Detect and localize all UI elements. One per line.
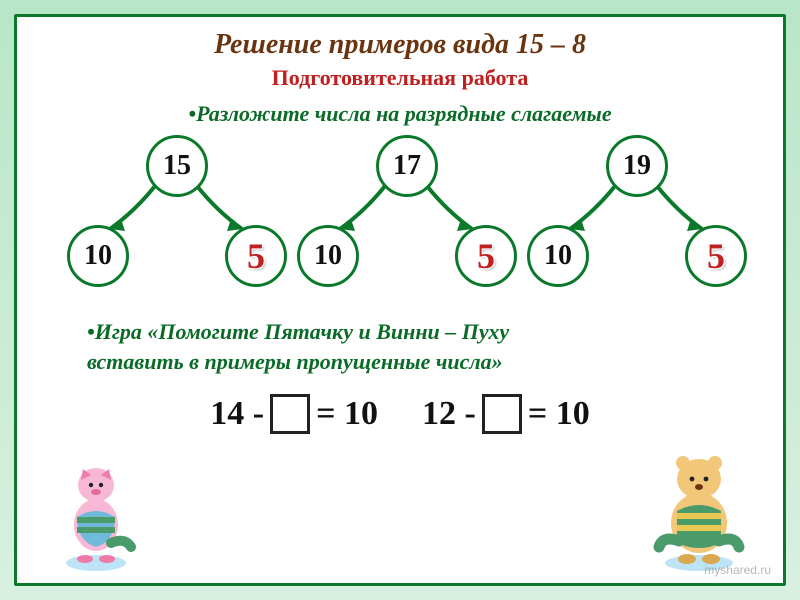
- equation-2: 12 - = 10: [422, 394, 590, 434]
- decomposition-trees: 15 10 5 17: [17, 135, 783, 295]
- eq2-rhs: = 10: [528, 395, 590, 433]
- eq2-lhs: 12 -: [422, 395, 476, 433]
- page-subtitle: Подготовительная работа: [17, 65, 783, 91]
- tree-1-top: 15: [146, 135, 208, 197]
- instruction-2: •Игра «Помогите Пятачку и Винни – Пуху в…: [87, 317, 783, 376]
- tree-1-right: 5: [225, 225, 287, 287]
- blank-box: [482, 394, 522, 434]
- tree-3-right: 5: [685, 225, 747, 287]
- tree-3: 19 10 5: [527, 135, 747, 295]
- eq1-rhs: = 10: [316, 395, 378, 433]
- tree-1: 15 10 5: [67, 135, 287, 295]
- tree-2-left: 10: [297, 225, 359, 287]
- pooh-icon: [639, 445, 759, 575]
- tree-2-top: 17: [376, 135, 438, 197]
- eq1-lhs: 14 -: [210, 395, 264, 433]
- slide-panel: Решение примеров вида 15 – 8 Подготовите…: [14, 14, 786, 586]
- equations-row: 14 - = 10 12 - = 10: [17, 394, 783, 434]
- slide-content: Решение примеров вида 15 – 8 Подготовите…: [17, 17, 783, 583]
- instruction-2-line2: вставить в примеры пропущенные числа»: [87, 347, 783, 377]
- page-title: Решение примеров вида 15 – 8: [17, 29, 783, 61]
- tree-3-top: 19: [606, 135, 668, 197]
- blank-box: [270, 394, 310, 434]
- piglet-icon: [41, 455, 151, 575]
- tree-1-left: 10: [67, 225, 129, 287]
- watermark: myshared.ru: [704, 563, 771, 577]
- tree-2: 17 10 5: [297, 135, 517, 295]
- instruction-1: •Разложите числа на разрядные слагаемые: [17, 101, 783, 127]
- tree-2-right: 5: [455, 225, 517, 287]
- tree-3-left: 10: [527, 225, 589, 287]
- equation-1: 14 - = 10: [210, 394, 378, 434]
- instruction-2-line1: •Игра «Помогите Пятачку и Винни – Пуху: [87, 317, 783, 347]
